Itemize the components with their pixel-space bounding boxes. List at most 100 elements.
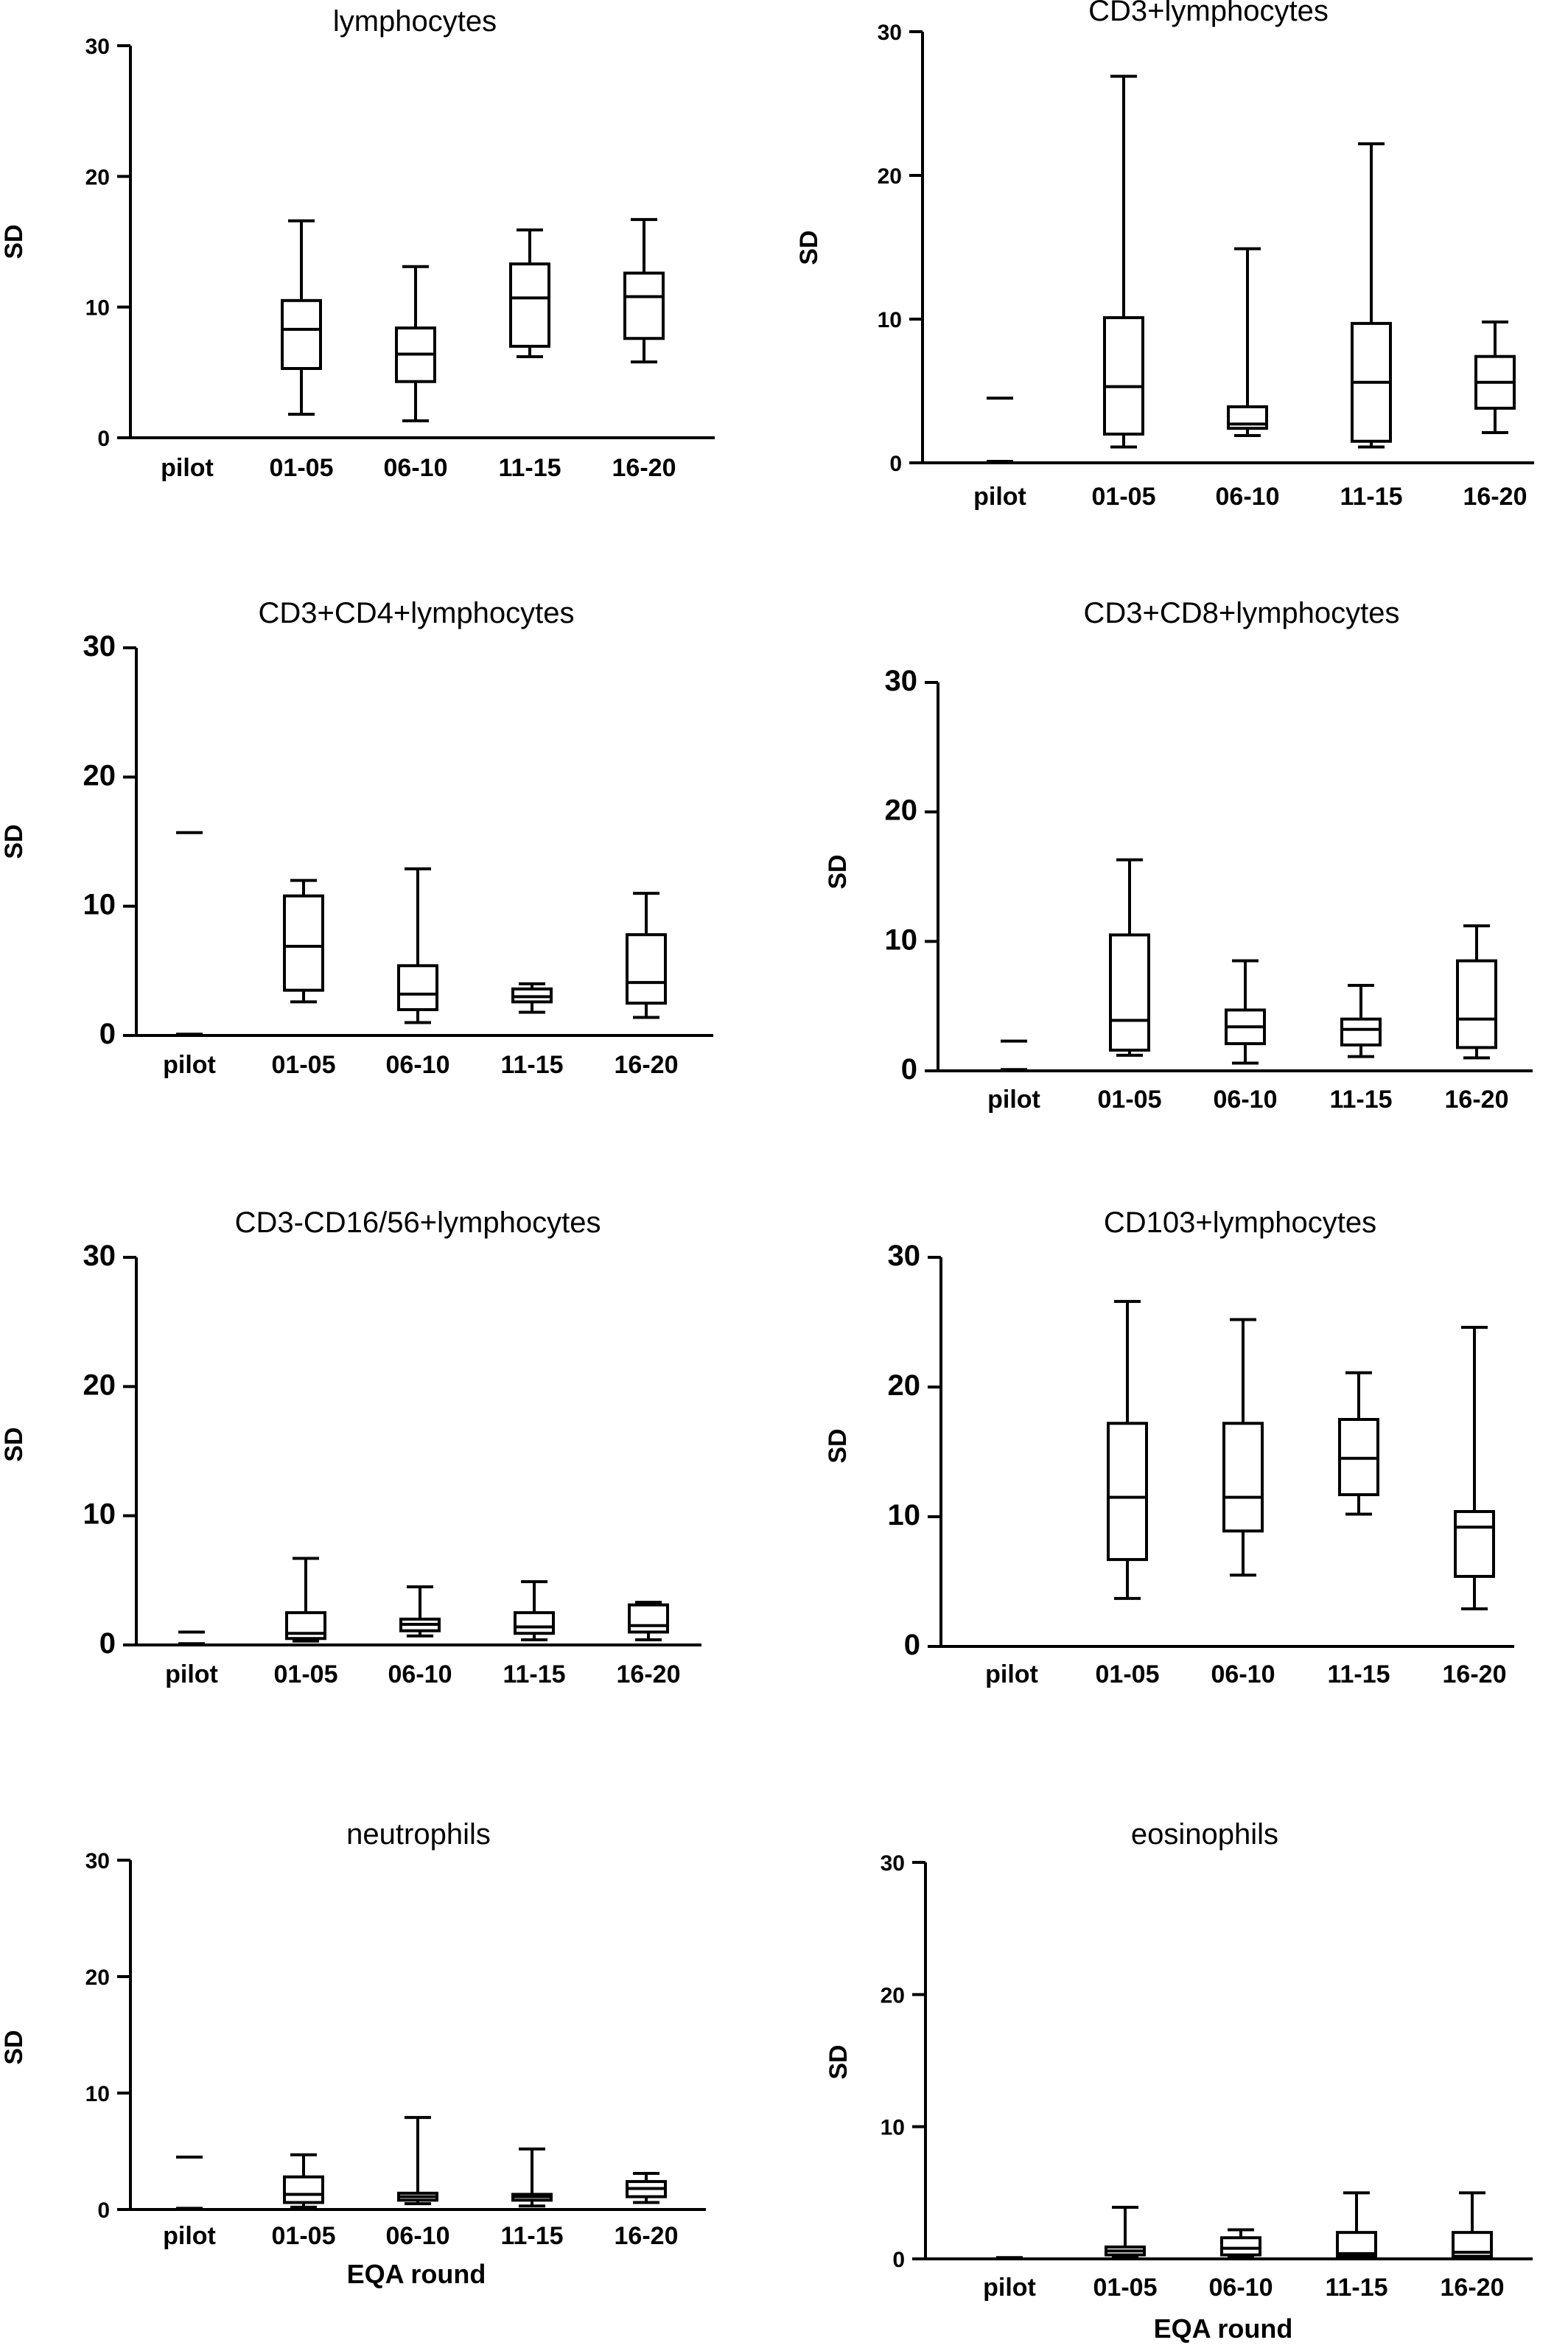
x-tick-label: 16-20 [615,2222,679,2250]
box-11-15 [1338,1371,1379,1516]
y-tick-label: 0 [889,452,902,476]
y-tick-label: 20 [881,1983,905,2008]
x-tick-label: 16-20 [615,1051,679,1079]
panel-3: CD3+CD4+lymphocytes SD 0 10 20 30 pilot 01-05 06… [0,597,713,1079]
box-01-05 [1107,1299,1148,1600]
y-tick-label: 20 [85,165,110,189]
y-tick-label: 10 [83,1498,116,1531]
box-01-05 [283,2153,324,2209]
panel-6: CD103+lymphocytes SD 0 10 20 30 pilot 01-05 06-1… [824,1206,1514,1688]
x-tick-label: 01-05 [1098,1086,1162,1114]
box-11-15 [511,2147,553,2208]
box-01-05 [1105,2206,1146,2260]
y-tick-label: 0 [901,1053,917,1086]
box-pilot [987,397,1013,464]
box-06-10 [395,265,436,422]
panel-title: CD3+lymphocytes [1088,0,1329,27]
x-tick-label: 01-05 [274,1660,338,1688]
y-tick-label: 30 [888,1240,921,1272]
x-tick-label: pilot [987,1086,1040,1114]
box-11-15 [509,228,550,359]
y-axis-label: SD [0,2030,28,2064]
y-axis-label: SD [824,1428,852,1463]
x-tick-label: 06-10 [1216,483,1280,511]
iqr-box [626,933,667,1005]
y-axis-label: SD [0,224,28,259]
y-tick-label: 20 [888,1369,921,1402]
x-tick-label: 11-15 [1329,1086,1392,1114]
y-tick-label: 20 [83,759,116,792]
box-01-05 [283,878,324,1004]
box-16-20 [626,892,667,1019]
y-tick-label: 10 [878,308,902,332]
iqr-box [281,298,322,371]
panel-title: lymphocytes [333,5,497,38]
iqr-box [623,271,665,340]
x-axis-label: EQA round [347,2259,486,2289]
box-pilot [176,831,203,1036]
y-tick-label: 10 [885,923,918,956]
x-tick-label: 16-20 [617,1660,681,1688]
x-tick-label: 01-05 [1096,1660,1160,1688]
panel-title: CD103+lymphocytes [1104,1206,1376,1239]
x-tick-label: 06-10 [386,1051,450,1079]
y-tick-label: 10 [85,296,110,321]
iqr-box [397,964,438,1011]
y-tick-label: 0 [97,2198,110,2223]
x-tick-label: 01-05 [270,454,334,482]
x-tick-label: 06-10 [388,1660,452,1688]
panel-5: CD3-CD16/56+lymphocytes SD 0 10 20 30 pilot 01-… [0,1206,701,1688]
y-axis-label: SD [795,230,823,265]
box-06-10 [399,1585,441,1638]
y-axis-label: SD [0,824,28,859]
x-tick-label: 01-05 [272,1051,336,1079]
iqr-box [1456,959,1497,1049]
x-axis-label: EQA round [1154,2313,1293,2344]
y-tick-label: 30 [83,1240,116,1272]
y-tick-label: 20 [83,1369,116,1401]
y-tick-label: 20 [878,164,902,189]
y-axis-label: SD [0,1427,28,1461]
y-tick-label: 0 [97,427,110,451]
x-tick-label: pilot [165,1660,218,1688]
x-tick-label: pilot [161,454,214,482]
y-axis-label: SD [824,854,852,889]
x-tick-label: 06-10 [384,454,448,482]
panel-title: neutrophils [346,1818,491,1851]
x-tick-label: 11-15 [503,1660,565,1688]
y-tick-label: 30 [85,35,110,59]
panel-1: lymphocytes SD 0 10 20 30 pilot 01-05 06-10 11-15… [0,5,715,482]
box-16-20 [1456,924,1497,1060]
box-pilot [178,1630,205,1646]
y-tick-label: 20 [885,794,918,827]
iqr-box [1107,1422,1148,1562]
x-tick-label: 01-05 [1093,2274,1158,2302]
panel-8: eosinophils SD 0 10 20 30 pilot 01-05 06-10 11-15… [825,1818,1533,2344]
box-06-10 [1222,1318,1264,1577]
x-tick-label: 16-20 [1463,483,1527,511]
iqr-box [1454,1509,1495,1578]
iqr-box [283,2175,324,2204]
x-tick-label: 11-15 [1327,1660,1390,1688]
box-01-05 [285,1557,326,1643]
box-11-15 [1340,984,1382,1058]
y-tick-label: 0 [99,1018,116,1050]
y-tick-label: 30 [85,1849,110,1873]
y-tick-label: 20 [85,1966,110,1990]
panel-2: CD3+lymphocytes SD 0 10 20 30 pilot 01-05 06-10 1… [795,0,1534,511]
x-tick-label: pilot [163,1051,216,1079]
box-pilot [1001,1039,1027,1072]
y-tick-label: 10 [85,2082,110,2106]
x-tick-label: 11-15 [500,1051,563,1079]
iqr-box [514,1611,555,1635]
iqr-box [1222,1422,1264,1533]
iqr-box [1220,2236,1261,2257]
box-pilot [176,2155,203,2210]
box-16-20 [628,1601,669,1641]
y-tick-label: 30 [885,665,918,697]
x-tick-label: 06-10 [386,2222,450,2250]
x-tick-label: 01-05 [272,2222,336,2250]
y-tick-label: 0 [904,1629,920,1661]
box-06-10 [1220,2228,1261,2260]
